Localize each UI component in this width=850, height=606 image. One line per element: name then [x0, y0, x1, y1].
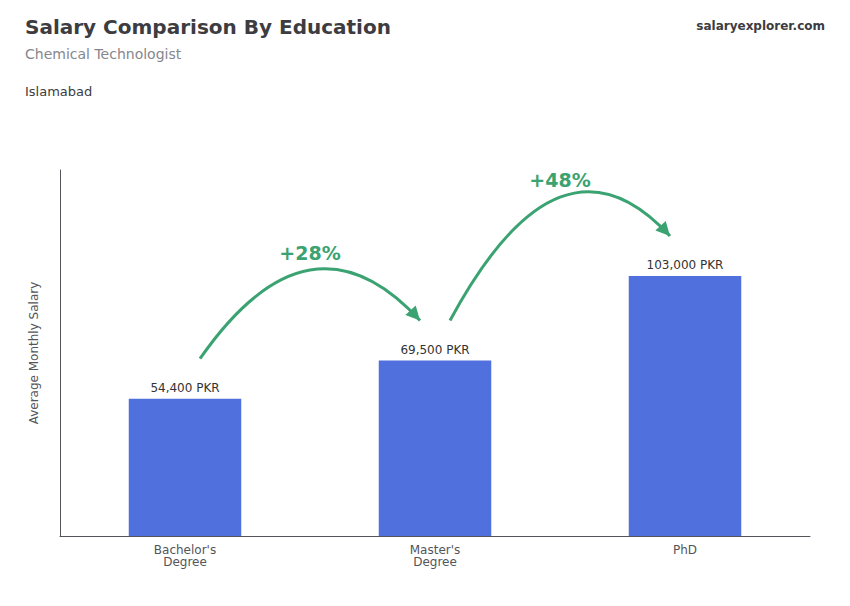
svg-text:salaryexplorer.com: salaryexplorer.com: [696, 19, 825, 33]
svg-text:Chemical Technologist: Chemical Technologist: [25, 46, 182, 62]
svg-text:54,400 PKR: 54,400 PKR: [150, 381, 219, 395]
svg-text:Average Monthly Salary: Average Monthly Salary: [27, 282, 41, 425]
svg-text:Degree: Degree: [163, 555, 207, 569]
svg-text:Bachelor's: Bachelor's: [153, 543, 217, 557]
svg-text:103,000 PKR: 103,000 PKR: [647, 258, 724, 272]
svg-text:Degree: Degree: [413, 555, 457, 569]
svg-text:Master's: Master's: [409, 543, 461, 557]
svg-text:PhD: PhD: [673, 543, 697, 557]
svg-text:Salary Comparison By Education: Salary Comparison By Education: [25, 15, 391, 39]
svg-text:+48%: +48%: [529, 169, 590, 191]
svg-text:+28%: +28%: [279, 242, 340, 264]
svg-text:Islamabad: Islamabad: [25, 84, 92, 99]
svg-text:69,500 PKR: 69,500 PKR: [400, 343, 469, 357]
